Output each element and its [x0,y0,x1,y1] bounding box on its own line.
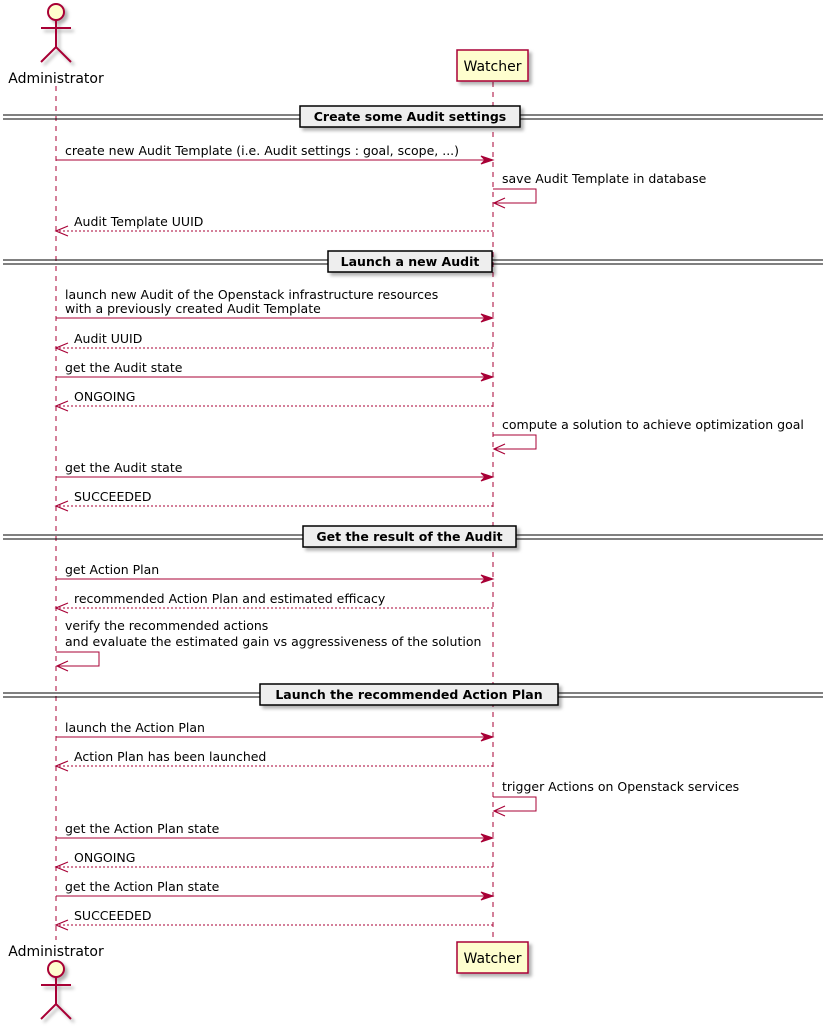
return-message: Audit Template UUID [54,214,493,237]
message-label: get the Audit state [65,360,183,375]
call-message: launch new Audit of the Openstack infras… [56,287,495,323]
participant-administrator-top: Administrator [8,71,104,87]
self-message: trigger Actions on Openstack services [492,779,739,817]
arrow-head-icon [54,602,69,614]
message-label: compute a solution to achieve optimizati… [502,417,804,432]
message-label: Audit UUID [74,331,142,346]
arrow-head-icon [54,500,69,512]
divider-label: Launch a new Audit [341,254,480,269]
message-label: with a previously created Audit Template [65,301,321,316]
actor-legs [40,45,72,63]
divider-box [327,250,493,273]
arrow-head-icon [55,660,69,672]
arrow-head-icon [492,805,506,817]
divider-box [302,525,517,548]
participant-administrator-bottom: Administrator [8,944,104,960]
arrow-head-icon [480,313,495,323]
arrow-head-icon [480,472,495,482]
message-label: ONGOING [74,389,135,404]
message-label: Audit Template UUID [74,214,203,229]
message-label: and evaluate the estimated gain vs aggre… [65,634,481,649]
arrow-head-icon [54,342,69,354]
self-message: compute a solution to achieve optimizati… [492,417,804,455]
arrow-head-icon [480,155,495,165]
return-message: SUCCEEDED [54,489,493,512]
actor-stick-figure-icon [40,3,72,63]
arrow-head-icon [480,833,495,843]
section-divider: Launch a new Audit [3,250,823,273]
arrow-head-icon [492,443,506,455]
arrow-head-icon [54,225,69,237]
actor-head [47,960,65,978]
participant-watcher-box-top [456,49,529,82]
self-message: save Audit Template in database [492,171,707,209]
section-divider: Launch the recommended Action Plan [3,683,823,706]
return-message: ONGOING [54,850,493,873]
self-arrow-line [493,796,537,812]
arrow-head-icon [54,919,69,931]
participant-watcher-bottom: Watcher [464,951,522,967]
message-label: create new Audit Template (i.e. Audit se… [65,143,459,158]
arrow-head-icon [492,197,506,209]
call-message: launch the Action Plan [56,720,495,742]
divider-label: Get the result of the Audit [316,529,502,544]
message-label: SUCCEEDED [74,908,151,923]
message-label: Action Plan has been launched [74,749,266,764]
return-message: SUCCEEDED [54,908,493,931]
arrow-head-icon [480,574,495,584]
divider-box [299,105,521,128]
self-arrow-line [493,188,537,204]
arrow-head-icon [54,760,69,772]
divider-label: Launch the recommended Action Plan [275,687,542,702]
participant-watcher-box-bottom [456,941,529,974]
message-label: save Audit Template in database [502,171,707,186]
participant-watcher-top: Watcher [464,59,522,75]
call-message: get the Audit state [56,460,495,482]
actor-stick-figure-icon [40,960,72,1020]
message-label: get the Audit state [65,460,183,475]
divider-label: Create some Audit settings [314,109,507,124]
message-label: SUCCEEDED [74,489,151,504]
call-message: get the Audit state [56,360,495,382]
message-label: get the Action Plan state [65,821,220,836]
self-arrow-line [493,434,537,450]
message-label: ONGOING [74,850,135,865]
message-label: get Action Plan [65,562,159,577]
self-arrow-line [56,651,100,667]
arrow-head-icon [480,891,495,901]
call-message: get the Action Plan state [56,879,495,901]
arrow-head-icon [480,732,495,742]
return-message: Audit UUID [54,331,493,354]
message-label: recommended Action Plan and estimated ef… [74,591,386,606]
call-message: create new Audit Template (i.e. Audit se… [56,143,495,165]
arrow-head-icon [54,861,69,873]
return-message: Action Plan has been launched [54,749,493,772]
message-label: launch new Audit of the Openstack infras… [65,287,438,302]
message-label: verify the recommended actions [65,618,268,633]
call-message: get the Action Plan state [56,821,495,843]
message-label: trigger Actions on Openstack services [502,779,739,794]
actor-head [47,3,65,21]
arrow-head-icon [480,372,495,382]
arrow-head-icon [54,400,69,412]
actor-legs [40,1002,72,1020]
return-message: ONGOING [54,389,493,412]
return-message: recommended Action Plan and estimated ef… [54,591,493,614]
section-divider: Get the result of the Audit [3,525,823,548]
message-label: launch the Action Plan [65,720,205,735]
message-label: get the Action Plan state [65,879,220,894]
section-divider: Create some Audit settings [3,105,823,128]
call-message: get Action Plan [56,562,495,584]
divider-box [259,683,559,706]
